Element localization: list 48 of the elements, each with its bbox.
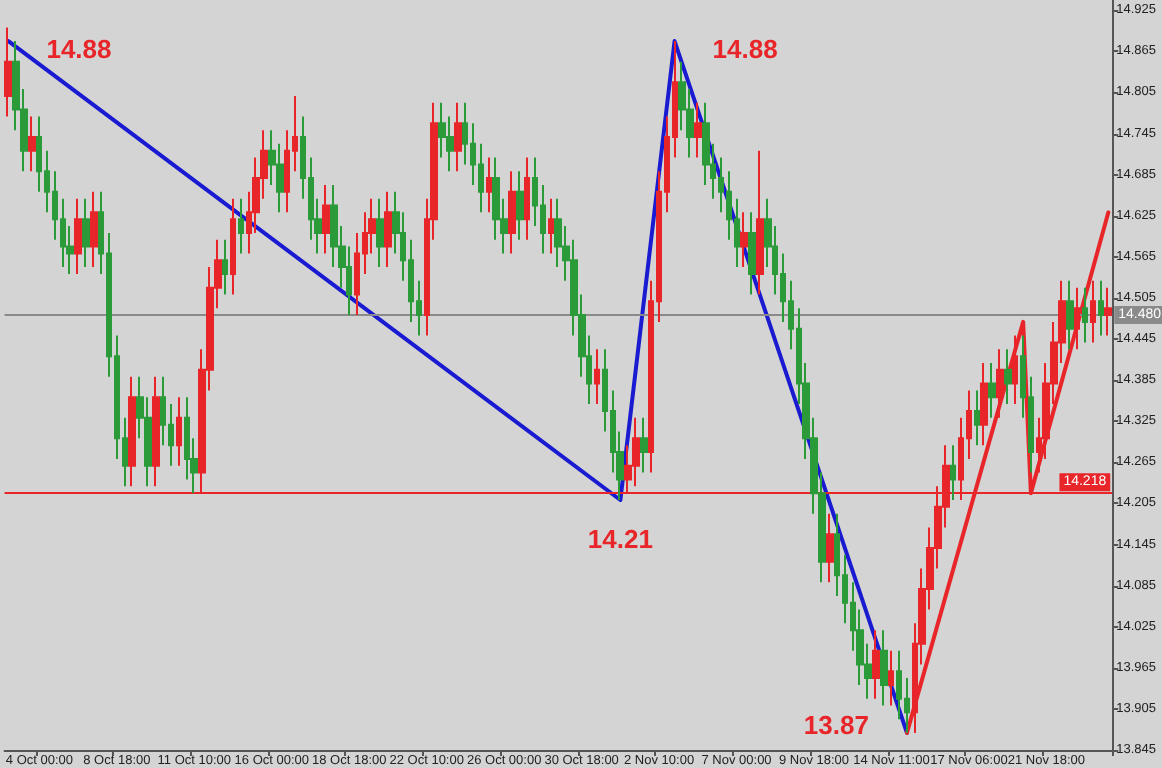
candlestick	[222, 238, 228, 296]
candlestick	[1090, 279, 1096, 344]
candlestick	[376, 197, 384, 269]
candlestick	[640, 416, 648, 474]
candlestick	[384, 190, 392, 269]
data-label: 14.88	[712, 34, 778, 65]
candlestick	[74, 197, 82, 275]
candlestick	[888, 649, 894, 707]
candlestick	[1098, 279, 1104, 337]
candlestick	[694, 101, 702, 159]
candlestick	[238, 197, 244, 255]
candlestick	[740, 211, 748, 269]
data-label: 14.21	[587, 524, 653, 554]
candlestick	[974, 389, 980, 447]
candlestick	[548, 197, 554, 255]
candlestick	[880, 629, 888, 707]
candlestick	[1104, 286, 1112, 337]
candlestick	[988, 362, 996, 419]
candlestick	[1066, 279, 1074, 351]
data-label: 13.87	[803, 709, 869, 740]
candlestick	[82, 197, 90, 269]
candlestick	[176, 396, 182, 467]
candlestick	[516, 170, 524, 241]
candlestick	[90, 190, 98, 269]
candlestick	[1074, 286, 1080, 351]
candlestick	[1004, 348, 1012, 406]
candlestick	[872, 629, 880, 700]
candlestick	[632, 416, 640, 488]
candlestick	[826, 512, 834, 584]
candlestick	[950, 444, 956, 501]
candlestick	[28, 115, 36, 173]
candlestick	[508, 170, 516, 255]
candlestick	[996, 348, 1004, 419]
candlestick	[1082, 286, 1088, 344]
candlestick	[748, 211, 756, 296]
candlestick	[128, 375, 136, 488]
candlestick	[486, 156, 492, 214]
candlestick	[756, 149, 764, 296]
candlestick	[4, 26, 12, 118]
candlestick	[152, 375, 160, 488]
candlestick	[230, 197, 236, 296]
candlestick	[1012, 334, 1018, 406]
data-label: 14.88	[46, 34, 112, 65]
candlestick	[322, 183, 330, 255]
candlestick	[594, 348, 600, 406]
candlestick	[524, 156, 530, 241]
candlestick	[454, 101, 462, 173]
candlestick	[980, 362, 988, 447]
